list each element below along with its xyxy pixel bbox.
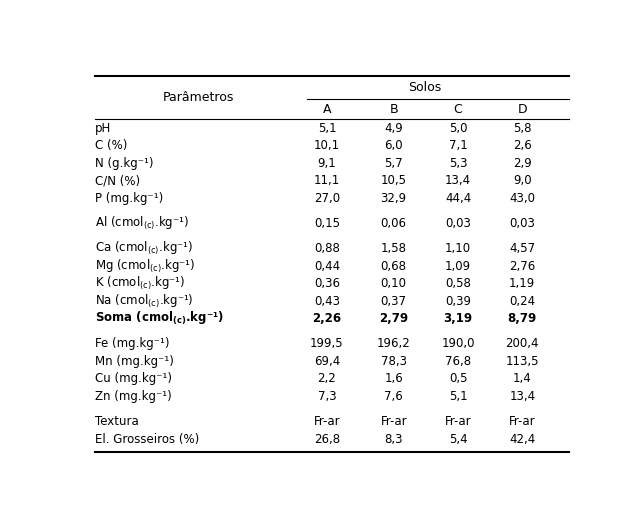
Text: C: C (454, 103, 463, 116)
Text: 44,4: 44,4 (445, 192, 471, 205)
Text: A: A (323, 103, 331, 116)
Text: 0,24: 0,24 (509, 295, 535, 308)
Text: 43,0: 43,0 (509, 192, 535, 205)
Text: 0,03: 0,03 (445, 217, 471, 230)
Text: Soma (cmol$_{\mathregular{(c)}}$.kg⁻¹): Soma (cmol$_{\mathregular{(c)}}$.kg⁻¹) (94, 310, 223, 327)
Text: 11,1: 11,1 (314, 174, 340, 187)
Text: 5,1: 5,1 (449, 390, 467, 403)
Text: 1,19: 1,19 (509, 277, 535, 290)
Text: 7,6: 7,6 (384, 390, 403, 403)
Text: pH: pH (94, 121, 111, 135)
Text: Fr-ar: Fr-ar (380, 415, 407, 428)
Text: C/N (%): C/N (%) (94, 174, 140, 187)
Text: 1,6: 1,6 (384, 373, 403, 386)
Text: 0,5: 0,5 (449, 373, 467, 386)
Text: El. Grosseiros (%): El. Grosseiros (%) (94, 433, 199, 446)
Text: 8,3: 8,3 (385, 433, 403, 446)
Text: Parâmetros: Parâmetros (163, 91, 234, 104)
Text: 0,03: 0,03 (509, 217, 535, 230)
Text: 199,5: 199,5 (310, 337, 344, 350)
Text: 5,8: 5,8 (513, 121, 531, 135)
Text: Cu (mg.kg⁻¹): Cu (mg.kg⁻¹) (94, 373, 172, 386)
Text: 5,1: 5,1 (318, 121, 336, 135)
Text: 6,0: 6,0 (385, 139, 403, 152)
Text: 0,43: 0,43 (314, 295, 340, 308)
Text: 0,36: 0,36 (314, 277, 340, 290)
Text: 0,58: 0,58 (445, 277, 471, 290)
Text: Fr-ar: Fr-ar (445, 415, 471, 428)
Text: Al (cmol$_{\mathregular{(c)}}$.kg⁻¹): Al (cmol$_{\mathregular{(c)}}$.kg⁻¹) (94, 215, 188, 232)
Text: 0,88: 0,88 (314, 242, 340, 255)
Text: Fr-ar: Fr-ar (509, 415, 535, 428)
Text: 7,1: 7,1 (449, 139, 468, 152)
Text: 0,68: 0,68 (381, 260, 407, 272)
Text: 0,06: 0,06 (381, 217, 407, 230)
Text: 190,0: 190,0 (441, 337, 475, 350)
Text: B: B (389, 103, 398, 116)
Text: 42,4: 42,4 (509, 433, 535, 446)
Text: 5,4: 5,4 (449, 433, 467, 446)
Text: 2,79: 2,79 (379, 312, 408, 325)
Text: 69,4: 69,4 (314, 355, 340, 368)
Text: 1,4: 1,4 (513, 373, 531, 386)
Text: 78,3: 78,3 (381, 355, 407, 368)
Text: Fe (mg.kg⁻¹): Fe (mg.kg⁻¹) (94, 337, 169, 350)
Text: Solos: Solos (408, 81, 441, 94)
Text: 1,58: 1,58 (381, 242, 407, 255)
Text: Zn (mg.kg⁻¹): Zn (mg.kg⁻¹) (94, 390, 172, 403)
Text: Fr-ar: Fr-ar (314, 415, 340, 428)
Text: 2,6: 2,6 (513, 139, 531, 152)
Text: 27,0: 27,0 (314, 192, 340, 205)
Text: 2,9: 2,9 (513, 157, 531, 170)
Text: 1,09: 1,09 (445, 260, 471, 272)
Text: 113,5: 113,5 (505, 355, 539, 368)
Text: 196,2: 196,2 (377, 337, 411, 350)
Text: 0,44: 0,44 (314, 260, 340, 272)
Text: Mn (mg.kg⁻¹): Mn (mg.kg⁻¹) (94, 355, 174, 368)
Text: P (mg.kg⁻¹): P (mg.kg⁻¹) (94, 192, 163, 205)
Text: Mg (cmol$_{\mathregular{(c)}}$.kg⁻¹): Mg (cmol$_{\mathregular{(c)}}$.kg⁻¹) (94, 257, 195, 275)
Text: 13,4: 13,4 (445, 174, 471, 187)
Text: N (g.kg⁻¹): N (g.kg⁻¹) (94, 157, 153, 170)
Text: 0,10: 0,10 (381, 277, 407, 290)
Text: 8,79: 8,79 (508, 312, 537, 325)
Text: 9,0: 9,0 (513, 174, 531, 187)
Text: 32,9: 32,9 (381, 192, 407, 205)
Text: 3,19: 3,19 (443, 312, 473, 325)
Text: 5,3: 5,3 (449, 157, 467, 170)
Text: 76,8: 76,8 (445, 355, 471, 368)
Text: K (cmol$_{\mathregular{(c)}}$.kg⁻¹): K (cmol$_{\mathregular{(c)}}$.kg⁻¹) (94, 275, 185, 292)
Text: 1,10: 1,10 (445, 242, 471, 255)
Text: 26,8: 26,8 (314, 433, 340, 446)
Text: 13,4: 13,4 (509, 390, 535, 403)
Text: 10,1: 10,1 (314, 139, 340, 152)
Text: Textura: Textura (94, 415, 138, 428)
Text: 2,2: 2,2 (318, 373, 336, 386)
Text: 5,0: 5,0 (449, 121, 467, 135)
Text: 2,76: 2,76 (509, 260, 535, 272)
Text: 0,15: 0,15 (314, 217, 340, 230)
Text: 10,5: 10,5 (381, 174, 407, 187)
Text: 7,3: 7,3 (318, 390, 336, 403)
Text: 4,57: 4,57 (509, 242, 535, 255)
Text: 5,7: 5,7 (385, 157, 403, 170)
Text: C (%): C (%) (94, 139, 127, 152)
Text: 200,4: 200,4 (505, 337, 539, 350)
Text: Na (cmol$_{\mathregular{(c)}}$.kg⁻¹): Na (cmol$_{\mathregular{(c)}}$.kg⁻¹) (94, 293, 193, 310)
Text: 0,39: 0,39 (445, 295, 471, 308)
Text: 4,9: 4,9 (384, 121, 403, 135)
Text: 9,1: 9,1 (318, 157, 336, 170)
Text: 2,26: 2,26 (313, 312, 341, 325)
Text: D: D (517, 103, 527, 116)
Text: Ca (cmol$_{\mathregular{(c)}}$.kg⁻¹): Ca (cmol$_{\mathregular{(c)}}$.kg⁻¹) (94, 240, 193, 257)
Text: 0,37: 0,37 (381, 295, 407, 308)
